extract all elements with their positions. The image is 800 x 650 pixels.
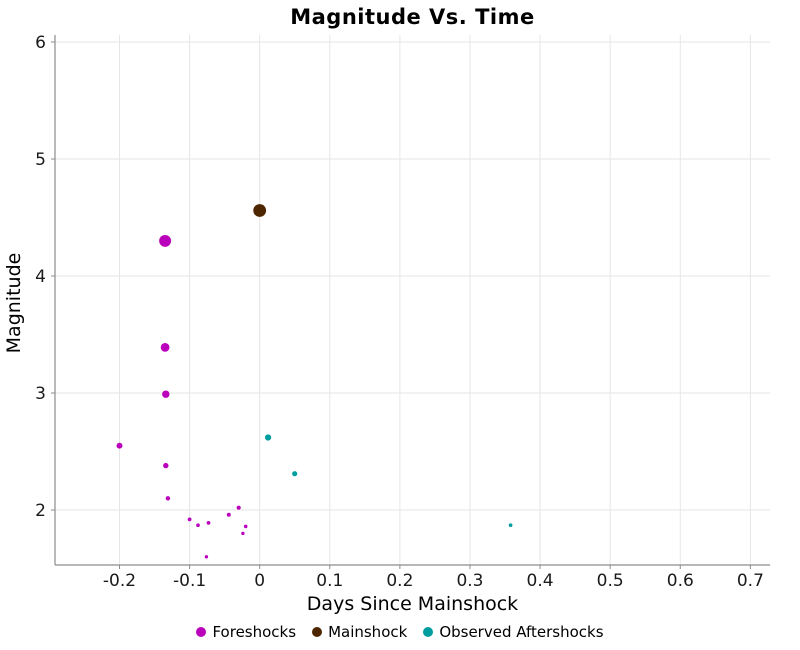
legend-label-mainshock: Mainshock — [328, 623, 408, 641]
foreshocks-point — [236, 505, 241, 510]
foreshocks-point — [116, 442, 123, 449]
foreshocks-point — [241, 531, 245, 536]
foreshocks-point — [187, 517, 192, 522]
x-tick-label: 0 — [254, 571, 265, 591]
foreshocks-point — [243, 524, 248, 529]
foreshocks-point — [206, 521, 211, 525]
foreshocks-point — [159, 234, 172, 247]
foreshocks-point — [226, 512, 231, 517]
legend-item-observed-aftershocks: Observed Aftershocks — [423, 623, 604, 641]
x-tick-label: 0.7 — [737, 571, 764, 591]
foreshocks-point — [196, 523, 200, 528]
legend-label-foreshocks: Foreshocks — [212, 623, 297, 641]
y-axis-label: Magnitude — [3, 252, 25, 354]
y-tick-label: 6 — [35, 33, 46, 53]
foreshocks-point — [204, 555, 209, 559]
legend-item-foreshocks: Foreshocks — [196, 623, 296, 641]
observed-aftershocks-point — [292, 471, 298, 477]
x-tick-label: 0.1 — [316, 571, 343, 591]
x-tick-label: 0.2 — [386, 571, 413, 591]
observed-aftershocks-point — [265, 434, 272, 441]
foreshocks-point — [165, 496, 171, 501]
x-axis-label: Days Since Mainshock — [306, 593, 519, 615]
observed-aftershocks-marker-icon — [423, 627, 434, 637]
mainshock-point — [253, 204, 267, 217]
x-tick-label: -0.2 — [103, 571, 136, 591]
legend-item-mainshock: Mainshock — [312, 623, 407, 641]
foreshocks-point — [162, 390, 170, 398]
x-tick-label: 0.5 — [597, 571, 624, 591]
mainshock-marker-icon — [312, 627, 323, 637]
chart-legend: Foreshocks Mainshock Observed Aftershock… — [0, 623, 800, 641]
x-tick-label: 0.3 — [456, 571, 483, 591]
x-tick-label: 0.6 — [667, 571, 694, 591]
foreshocks-marker-icon — [196, 627, 207, 637]
legend-label-observed-aftershocks: Observed Aftershocks — [439, 623, 604, 641]
y-tick-label: 3 — [35, 384, 46, 404]
foreshocks-point — [160, 342, 170, 352]
x-tick-label: 0.4 — [527, 571, 554, 591]
foreshocks-point — [163, 462, 169, 469]
y-tick-label: 4 — [35, 267, 46, 287]
y-tick-label: 2 — [35, 501, 46, 521]
chart-title: Magnitude Vs. Time — [290, 5, 535, 29]
observed-aftershocks-point — [508, 523, 513, 528]
y-tick-label: 5 — [35, 150, 46, 170]
x-tick-label: -0.1 — [173, 571, 206, 591]
